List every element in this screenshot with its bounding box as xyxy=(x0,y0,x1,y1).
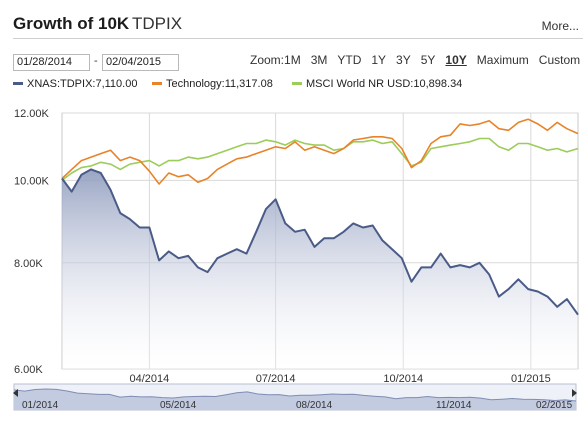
chart-legend: XNAS:TDPIX:7,110.00 Technology:11,317.08… xyxy=(13,78,583,94)
series-line-msci-world-nr-usd xyxy=(61,137,579,181)
legend-swatch-msci xyxy=(292,81,302,85)
end-date-input[interactable]: 02/04/2015 xyxy=(102,54,179,71)
navigator-handle-left[interactable] xyxy=(13,389,18,397)
zoom-option-3y[interactable]: 3Y xyxy=(396,53,411,67)
legend-swatch-tdpix xyxy=(13,81,23,85)
zoom-option-3m[interactable]: 3M xyxy=(310,53,328,67)
legend-item-msci[interactable]: MSCI World NR USD:10,898.34 xyxy=(292,78,462,90)
navigator-label: 01/2014 xyxy=(22,400,59,411)
navigator-line xyxy=(13,388,577,402)
page-title: Growth of 10K xyxy=(13,14,130,33)
y-tick-label: 10.00K xyxy=(14,175,50,187)
navigator-label: 11/2014 xyxy=(436,400,472,411)
legend-item-technology[interactable]: Technology:11,317.08 xyxy=(152,78,273,90)
ticker-symbol: TDPIX xyxy=(132,14,183,33)
legend-label-technology: Technology:11,317.08 xyxy=(166,78,273,90)
series-area-tdpix xyxy=(62,169,578,369)
navigator-label: 08/2014 xyxy=(296,400,333,411)
x-tick-label: 01/2015 xyxy=(511,373,551,382)
zoom-option-5y[interactable]: 5Y xyxy=(420,53,436,67)
zoom-option-maximum[interactable]: Maximum xyxy=(476,53,529,67)
zoom-option-custom[interactable]: Custom xyxy=(538,53,581,67)
x-tick-label: 07/2014 xyxy=(256,373,296,382)
title-bar: Growth of 10K TDPIX More... xyxy=(13,10,583,39)
navigator-label: 05/2014 xyxy=(160,400,197,411)
x-tick-label: 10/2014 xyxy=(383,373,423,382)
navigator-label: 02/2015 xyxy=(536,400,573,411)
zoom-option-1m[interactable]: 1M xyxy=(284,53,301,67)
zoom-option-1y[interactable]: 1Y xyxy=(371,53,387,67)
navigator-handle-right[interactable] xyxy=(572,389,577,397)
zoom-bar: Zoom:1M 3M YTD 1Y 3Y 5Y 10Y Maximum Custom xyxy=(250,53,588,67)
date-separator: - xyxy=(94,55,98,67)
zoom-option-10y[interactable]: 10Y xyxy=(445,53,467,67)
legend-item-tdpix[interactable]: XNAS:TDPIX:7,110.00 xyxy=(13,78,137,90)
y-tick-label: 8.00K xyxy=(14,258,43,270)
growth-chart: 6.00K 8.00K 10.00K 12.00K 04/2014 07/2014 10/2… xyxy=(14,108,579,382)
legend-swatch-technology xyxy=(152,81,162,85)
x-tick-label: 04/2014 xyxy=(130,373,170,382)
legend-label-tdpix: XNAS:TDPIX:7,110.00 xyxy=(27,78,138,90)
zoom-option-ytd[interactable]: YTD xyxy=(337,53,362,67)
y-tick-label: 12.00K xyxy=(14,108,50,120)
start-date-input[interactable]: 01/28/2014 xyxy=(13,54,90,71)
y-tick-label: 6.00K xyxy=(14,364,43,376)
more-link[interactable]: More... xyxy=(541,19,579,33)
navigator-area xyxy=(14,389,576,410)
zoom-label: Zoom: xyxy=(250,53,285,67)
series-line-technology xyxy=(61,118,579,185)
legend-label-msci: MSCI World NR USD:10,898.34 xyxy=(306,78,463,90)
range-navigator[interactable]: 01/2014 05/2014 08/2014 11/2014 02/2015 xyxy=(0,382,588,414)
series-line-xnas-tdpix xyxy=(61,168,579,316)
